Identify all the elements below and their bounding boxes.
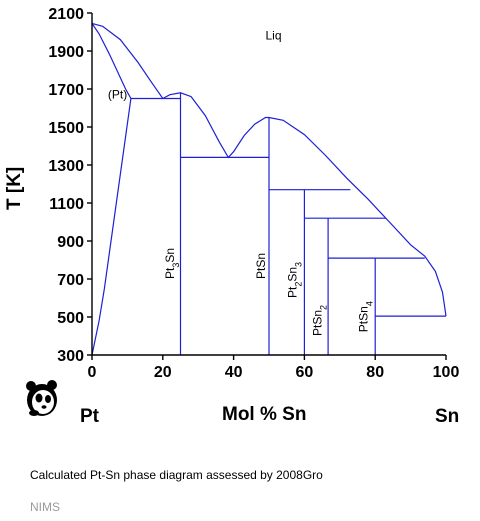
phase-label: Pt2Sn3 bbox=[286, 262, 304, 298]
credit-text: NIMS bbox=[30, 500, 60, 514]
phase-labels: Liq (Pt) Pt3Sn PtSn Pt2Sn3 PtSn2 PtSn4 bbox=[108, 29, 374, 336]
y-tick-label: 300 bbox=[57, 348, 84, 365]
y-tick-label: 1900 bbox=[48, 44, 84, 61]
x-tick-label: 100 bbox=[433, 364, 460, 381]
phase-diagram-plot: 300 500 700 900 1100 1300 1500 1700 1900 2100 0 20 4… bbox=[48, 6, 459, 381]
phase-label: PtSn2 bbox=[310, 305, 328, 336]
x-tick-label: 60 bbox=[296, 364, 314, 381]
x-tick-label: 80 bbox=[366, 364, 384, 381]
boundary-line-0 bbox=[91, 22, 447, 317]
left-end-member-label: Pt bbox=[80, 406, 99, 427]
phase-label: PtSn bbox=[254, 253, 268, 279]
x-tick-label: 0 bbox=[88, 364, 97, 381]
y-tick-label: 1100 bbox=[49, 196, 84, 213]
phase-label: Pt3Sn bbox=[163, 248, 181, 279]
y-tick-label: 700 bbox=[57, 272, 84, 289]
right-end-member-label: Sn bbox=[435, 406, 460, 427]
x-axis-label: Mol % Sn bbox=[222, 404, 307, 425]
y-tick-label: 500 bbox=[57, 310, 84, 327]
phase-label: PtSn4 bbox=[356, 301, 374, 332]
x-tick-label: 40 bbox=[225, 364, 243, 381]
y-tick-label: 900 bbox=[57, 234, 84, 251]
phase-label: (Pt) bbox=[108, 88, 127, 102]
figure-caption: Calculated Pt-Sn phase diagram assessed … bbox=[30, 468, 323, 482]
x-tick-label: 20 bbox=[154, 364, 172, 381]
axes: 300 500 700 900 1100 1300 1500 1700 1900 2100 0 20 4… bbox=[48, 6, 459, 381]
phase-boundary-lines bbox=[91, 22, 447, 356]
y-tick-label: 1700 bbox=[48, 82, 84, 99]
y-axis-label: T [K] bbox=[4, 166, 25, 210]
boundary-line-2 bbox=[91, 98, 132, 356]
y-tick-label: 2100 bbox=[48, 6, 84, 23]
y-tick-label: 1300 bbox=[48, 158, 84, 175]
panda-logo-icon bbox=[25, 378, 59, 423]
phase-label: Liq bbox=[266, 29, 282, 43]
y-tick-label: 1500 bbox=[48, 120, 84, 137]
boundary-line-1 bbox=[91, 23, 132, 99]
